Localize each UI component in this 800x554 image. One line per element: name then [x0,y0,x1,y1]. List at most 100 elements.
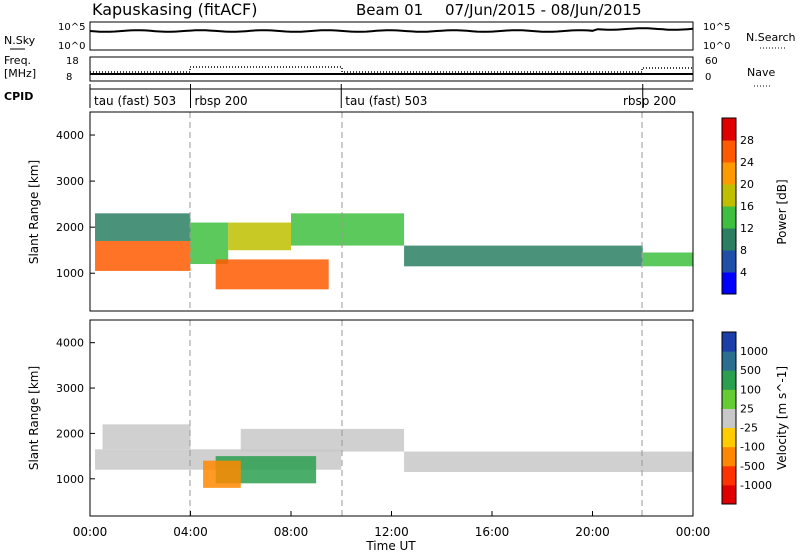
power-data-band [215,259,329,290]
cpid-label: CPID [4,90,33,103]
colorbar-swatch [722,206,736,229]
x-axis-ticks: 00:00 04:00 08:00 12:00 16:00 20:00 00:00 [73,511,711,539]
colorbar-tick-label: 16 [740,200,754,213]
power-panel-border [89,111,694,312]
colorbar-swatch [722,351,736,371]
colorbar-tick-label: 1000 [740,345,768,358]
colorbar-tick-label: 500 [740,364,761,377]
cpid-segment-label: tau (fast) 503 [345,94,427,108]
noise-right-label: N.Search [746,31,796,44]
velocity-colorbar-label: Velocity [m s^-1] [775,366,789,470]
freq-left-tick-bottom: 8 [66,72,72,83]
noise-panel-frame [89,21,694,51]
station-title: Kapuskasing (fitACF) [92,0,257,19]
x-tick-label: 04:00 [173,525,208,539]
colorbar-swatch [722,140,736,163]
colorbar-swatch [722,272,736,295]
colorbar-tick-label: 4 [740,266,747,279]
noise-right-tick-bottom: 10^0 [703,41,730,52]
velocity-y-ticks: 1000 2000 3000 4000 [56,337,95,486]
colorbar-swatch [722,228,736,251]
power-data-band [190,222,229,265]
colorbar-frame [721,331,737,505]
colorbar-tick-label: -25 [740,422,758,435]
power-data-band [95,240,191,271]
velocity-heatmap [95,424,693,488]
power-data-band [228,222,291,251]
velocity-panel-frame [90,320,693,516]
y-tick-label: 3000 [56,382,84,395]
colorbar-swatch [722,427,736,448]
cpid-segment-label: tau (fast) 503 [94,94,176,108]
colorbar-swatch [722,370,736,390]
x-tick-label: 08:00 [274,525,309,539]
colorbar-tick-label: 100 [740,383,761,396]
power-data-band [642,252,693,267]
cpid-segment-label: rbsp 200 [195,94,248,108]
freq-right-tick-top: 60 [705,56,718,67]
colorbar-tick-label: -100 [740,441,765,454]
power-data-band [291,213,405,246]
power-data-band [95,213,191,241]
power-panel-frame [90,112,693,311]
x-tick-label: 20:00 [575,525,610,539]
colorbar-swatch [722,408,736,429]
velocity-data-band [102,424,191,450]
y-tick-label: 3000 [56,175,84,188]
power-colorbar-label: Power [dB] [775,179,789,244]
colorbar-swatch [722,250,736,273]
y-tick-label: 1000 [56,267,84,280]
y-tick-label: 4000 [56,129,84,142]
noise-sky-trace [89,27,694,33]
y-tick-label: 2000 [56,221,84,234]
noise-left-tick-top: 10^5 [58,22,85,33]
colorbar-swatch [722,484,736,505]
power-data-band [404,245,643,267]
colorbar-tick-label: 8 [740,244,747,257]
x-tick-label: 16:00 [475,525,510,539]
y-tick-label: 2000 [56,427,84,440]
freq-label-line2: [MHz] [4,67,36,80]
colorbar-swatch [722,446,736,467]
velocity-panel: 1000 2000 3000 4000 Slant Range [km] 1000 50… [27,319,789,517]
colorbar-tick-label: -1000 [740,479,772,492]
colorbar-tick-label: -500 [740,460,765,473]
noise-left-tick-bottom: 10^0 [58,41,85,52]
velocity-colorbar: 1000 500 100 25 -25 -100 -500 -1000 [721,331,772,505]
freq-panel-frame [89,56,694,82]
velocity-ylabel: Slant Range [km] [27,366,41,470]
colorbar-tick-label: 20 [740,178,754,191]
nave-trace [90,66,693,73]
velocity-data-band [240,428,405,452]
power-colorbar: 4 8 12 16 20 24 28 [721,117,754,295]
date-range: 07/Jun/2015 - 08/Jun/2015 [445,1,642,19]
x-tick-label: 12:00 [374,525,409,539]
noise-right-tick-top: 10^5 [703,22,730,33]
colorbar-tick-label: 28 [740,134,754,147]
beam-label: Beam 01 [356,1,423,19]
x-tick-label: 00:00 [73,525,108,539]
y-tick-label: 4000 [56,337,84,350]
colorbar-tick-label: 25 [740,402,754,415]
x-tick-label: 00:00 [676,525,711,539]
power-panel: 1000 2000 3000 4000 Slant Range [km] 4 8 12 16… [27,111,789,312]
x-axis-label: Time UT [365,539,416,553]
colorbar-frame [721,117,737,295]
power-ylabel: Slant Range [km] [27,160,41,264]
colorbar-swatch [722,118,736,141]
power-y-ticks: 1000 2000 3000 4000 [56,129,95,280]
nave-label: Nave [747,66,775,79]
cpid-segment-label: rbsp 200 [623,94,676,108]
velocity-data-band [404,451,693,472]
freq-label-line1: Freq. [4,54,31,67]
noise-left-label: N.Sky [4,34,36,47]
y-tick-label: 1000 [56,473,84,486]
colorbar-tick-label: 12 [740,222,754,235]
freq-left-tick-top: 18 [66,56,79,67]
power-heatmap [95,213,693,290]
freq-right-tick-bottom: 0 [705,72,711,83]
colorbar-swatch [722,465,736,486]
colorbar-tick-label: 24 [740,156,754,169]
colorbar-swatch [722,184,736,207]
